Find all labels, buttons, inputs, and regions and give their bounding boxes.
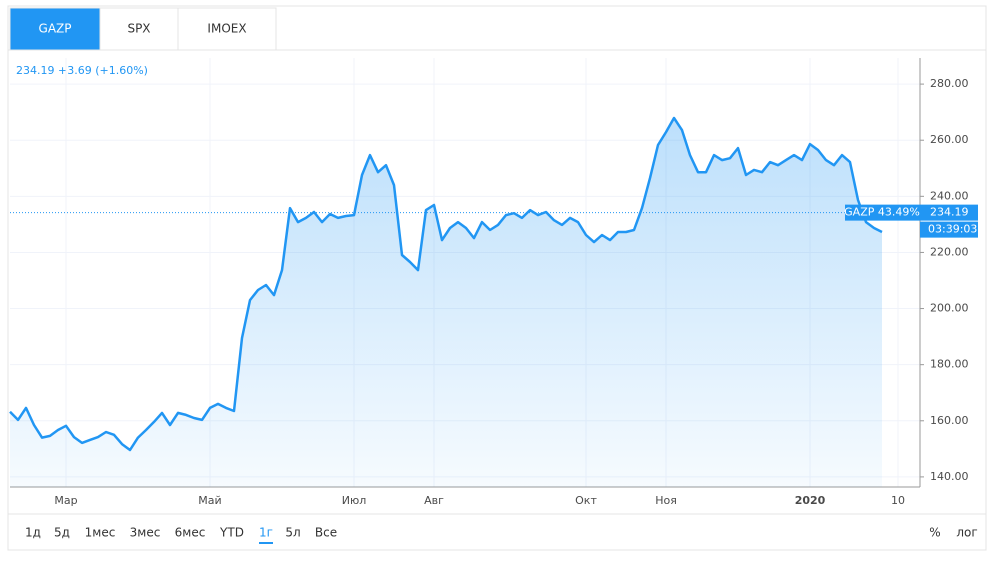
- x-tick-label: Ноя: [655, 494, 677, 507]
- quote: 234.19 +3.69 (+1.60%): [16, 64, 148, 77]
- time-label-bg: [920, 221, 978, 238]
- x-tick-label: Окт: [575, 494, 597, 507]
- range-button[interactable]: 5д: [54, 526, 70, 540]
- tab[interactable]: [177, 7, 277, 51]
- line: [9, 116, 883, 452]
- tab-label[interactable]: GAZP: [39, 22, 72, 36]
- price-label-bg: [920, 204, 978, 221]
- range-button[interactable]: 1мес: [85, 526, 116, 540]
- y-tick-label: 280.00: [930, 77, 969, 90]
- area: [10, 118, 882, 487]
- scale-button[interactable]: %: [929, 526, 940, 540]
- x-tick-label: 2020: [795, 494, 826, 507]
- range-button[interactable]: Все: [315, 526, 337, 540]
- price-tag: GAZP 43.49%: [844, 206, 920, 219]
- range-button[interactable]: 5л: [285, 526, 300, 540]
- x-tick-label: 10: [891, 494, 905, 507]
- y-tick-label: 160.00: [930, 414, 969, 427]
- y-tick-label: 260.00: [930, 133, 969, 146]
- price-label: 234.19: [930, 206, 969, 219]
- tab[interactable]: [99, 7, 179, 51]
- y-tick-label: 220.00: [930, 245, 969, 258]
- x-tick-label: Май: [198, 494, 221, 507]
- range-button[interactable]: 3мес: [130, 526, 161, 540]
- price-tag-bg: [845, 204, 920, 221]
- range-button[interactable]: 1д: [25, 526, 41, 540]
- x-tick-label: Авг: [424, 494, 444, 507]
- time-label: 03:39:03: [928, 223, 977, 236]
- y-tick-label: 200.00: [930, 302, 969, 315]
- y-tick-label: 240.00: [930, 189, 969, 202]
- x-tick-label: Мар: [54, 494, 77, 507]
- y-tick-label: 180.00: [930, 358, 969, 371]
- scale-button[interactable]: лог: [956, 526, 977, 540]
- tab[interactable]: [9, 7, 101, 51]
- x-tick-label: Июл: [342, 494, 367, 507]
- range-button[interactable]: YTD: [219, 526, 244, 540]
- range-button[interactable]: 1г: [259, 526, 273, 540]
- y-tick-label: 140.00: [930, 470, 969, 483]
- tab-label[interactable]: IMOEX: [207, 22, 246, 36]
- tab-label[interactable]: SPX: [127, 22, 150, 36]
- range-button[interactable]: 6мес: [175, 526, 206, 540]
